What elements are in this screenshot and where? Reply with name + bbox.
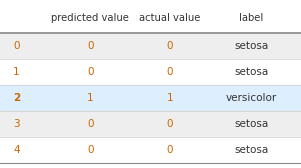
- Text: actual value: actual value: [139, 13, 201, 23]
- Text: setosa: setosa: [234, 145, 268, 155]
- Text: 0: 0: [13, 41, 20, 51]
- Text: predicted value: predicted value: [51, 13, 129, 23]
- Text: 0: 0: [167, 67, 173, 77]
- Text: 1: 1: [13, 67, 20, 77]
- Text: 0: 0: [167, 119, 173, 129]
- Text: 2: 2: [13, 93, 20, 103]
- Text: 0: 0: [87, 145, 94, 155]
- Bar: [0, 137, 301, 163]
- Text: 4: 4: [13, 145, 20, 155]
- Text: 3: 3: [13, 119, 20, 129]
- Text: 1: 1: [167, 93, 173, 103]
- Text: setosa: setosa: [234, 119, 268, 129]
- Text: 0: 0: [167, 145, 173, 155]
- Bar: [0, 111, 301, 137]
- Text: versicolor: versicolor: [226, 93, 277, 103]
- Text: setosa: setosa: [234, 67, 268, 77]
- Bar: [0, 0, 301, 33]
- Text: 0: 0: [87, 41, 94, 51]
- Text: setosa: setosa: [234, 41, 268, 51]
- Text: 0: 0: [167, 41, 173, 51]
- Text: 0: 0: [87, 67, 94, 77]
- Text: label: label: [239, 13, 263, 23]
- Bar: [0, 59, 301, 85]
- Bar: [0, 33, 301, 59]
- Bar: [0, 85, 301, 111]
- Text: 0: 0: [87, 119, 94, 129]
- Text: 1: 1: [87, 93, 94, 103]
